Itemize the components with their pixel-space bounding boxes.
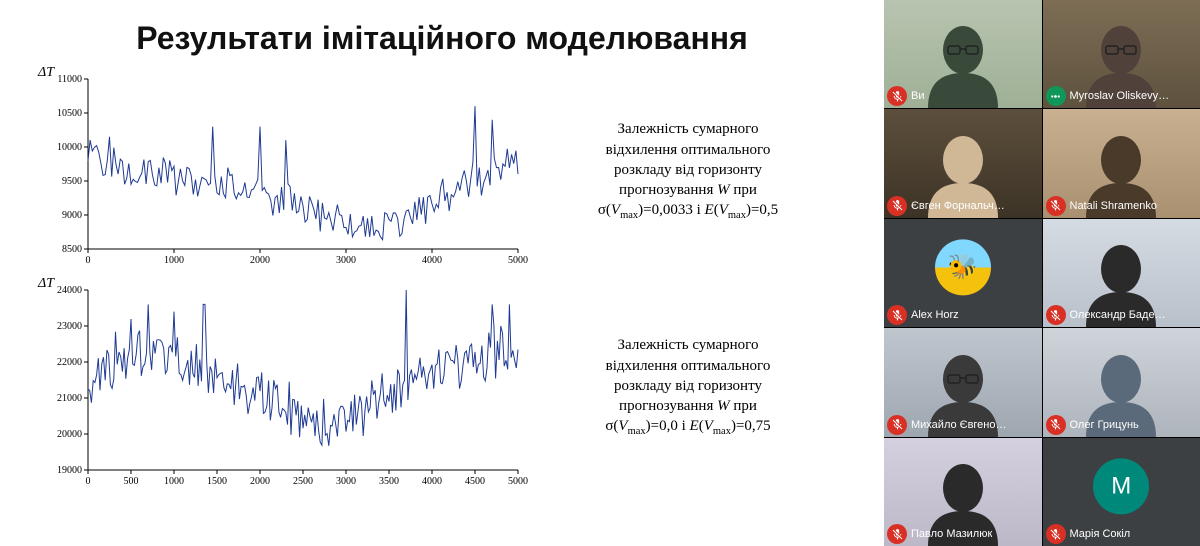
mic-muted-icon — [887, 86, 907, 106]
participant-name: Ви — [911, 90, 924, 102]
participant-name: Марія Сокіл — [1070, 528, 1131, 540]
participant-grid: Ви Myroslav Oliskevy… Євген Форнальч… Natal… — [884, 0, 1200, 546]
mic-muted-icon — [1046, 524, 1066, 544]
svg-text:2000: 2000 — [250, 255, 270, 266]
svg-text:10500: 10500 — [57, 108, 82, 119]
slide-title: Результати імітаційного моделювання — [28, 20, 856, 57]
mic-muted-icon — [887, 305, 907, 325]
svg-text:2500: 2500 — [293, 476, 313, 487]
participant-tile[interactable]: Павло Мазилюк — [884, 438, 1042, 546]
chart-1: ΔT 8500900095001000010500110000100020003… — [28, 69, 528, 274]
svg-text:19000: 19000 — [57, 465, 82, 476]
svg-text:0: 0 — [86, 476, 91, 487]
svg-text:3000: 3000 — [336, 255, 356, 266]
svg-text:21000: 21000 — [57, 393, 82, 404]
svg-text:23000: 23000 — [57, 321, 82, 332]
svg-text:500: 500 — [124, 476, 139, 487]
participant-tile[interactable]: Олег Грицунь — [1043, 328, 1200, 436]
chart-2: ΔT 1900020000210002200023000240000500100… — [28, 280, 528, 495]
participant-name: Михайло Євгено… — [911, 419, 1007, 431]
presentation-slide: Результати імітаційного моделювання ΔT 8… — [0, 0, 884, 546]
delta-t-label: ΔT — [38, 276, 54, 292]
caption-1: Залежність сумарноговідхилення оптимальн… — [558, 119, 818, 223]
svg-text:2000: 2000 — [250, 476, 270, 487]
avatar: 🐝 — [935, 239, 991, 295]
mic-muted-icon — [1046, 305, 1066, 325]
svg-text:3000: 3000 — [336, 476, 356, 487]
participant-tile[interactable]: Олександр Баде… — [1043, 219, 1200, 327]
avatar: М — [1093, 458, 1149, 514]
svg-text:1000: 1000 — [164, 476, 184, 487]
svg-text:1500: 1500 — [207, 476, 227, 487]
svg-text:20000: 20000 — [57, 429, 82, 440]
participant-name: Myroslav Oliskevy… — [1070, 90, 1170, 102]
svg-text:4500: 4500 — [465, 476, 485, 487]
participant-tile[interactable]: Михайло Євгено… — [884, 328, 1042, 436]
participant-tile[interactable]: Євген Форнальч… — [884, 109, 1042, 217]
svg-text:5000: 5000 — [508, 476, 528, 487]
mic-muted-icon — [1046, 196, 1066, 216]
mic-muted-icon — [1046, 415, 1066, 435]
svg-text:22000: 22000 — [57, 357, 82, 368]
svg-text:0: 0 — [86, 255, 91, 266]
mic-muted-icon — [887, 524, 907, 544]
svg-text:9500: 9500 — [62, 176, 82, 187]
svg-text:4000: 4000 — [422, 476, 442, 487]
participant-tile[interactable]: Ви — [884, 0, 1042, 108]
participant-tile[interactable]: 🐝 Alex Horz — [884, 219, 1042, 327]
participant-name: Олександр Баде… — [1070, 309, 1166, 321]
mic-muted-icon — [887, 196, 907, 216]
participant-name: Natali Shramenko — [1070, 200, 1157, 212]
caption-2: Залежність сумарноговідхилення оптимальн… — [558, 335, 818, 439]
participant-tile[interactable]: Natali Shramenko — [1043, 109, 1200, 217]
svg-text:9000: 9000 — [62, 210, 82, 221]
participant-tile[interactable]: М Марія Сокіл — [1043, 438, 1200, 546]
svg-text:1000: 1000 — [164, 255, 184, 266]
svg-text:11000: 11000 — [57, 74, 82, 85]
participant-name: Євген Форнальч… — [911, 200, 1005, 212]
participant-name: Павло Мазилюк — [911, 528, 992, 540]
svg-text:4000: 4000 — [422, 255, 442, 266]
delta-t-label: ΔT — [38, 65, 54, 81]
participant-name: Олег Грицунь — [1070, 419, 1139, 431]
participant-name: Alex Horz — [911, 309, 959, 321]
participant-tile[interactable]: Myroslav Oliskevy… — [1043, 0, 1200, 108]
mic-muted-icon — [887, 415, 907, 435]
speaking-icon — [1046, 86, 1066, 106]
svg-text:3500: 3500 — [379, 476, 399, 487]
svg-text:5000: 5000 — [508, 255, 528, 266]
svg-text:8500: 8500 — [62, 244, 82, 255]
svg-text:24000: 24000 — [57, 285, 82, 296]
svg-text:10000: 10000 — [57, 142, 82, 153]
